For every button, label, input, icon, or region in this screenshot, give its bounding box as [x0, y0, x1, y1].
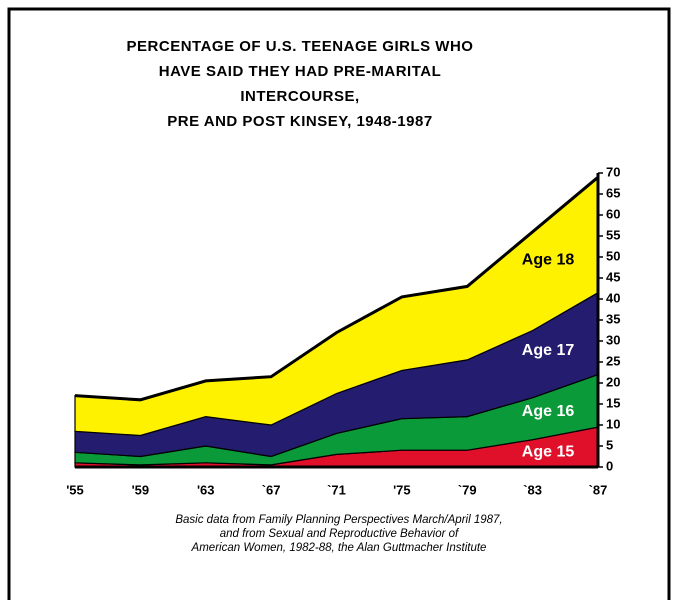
- source-note: and from Sexual and Reproductive Behavio…: [220, 528, 460, 540]
- y-tick-label: 5: [606, 437, 613, 452]
- x-tick-label: `67: [262, 482, 281, 497]
- x-tick-label: '55: [66, 482, 84, 497]
- y-tick-label: 60: [606, 206, 620, 221]
- y-tick-label: 65: [606, 185, 620, 200]
- x-tick-label: `71: [327, 482, 346, 497]
- area-outline: [74, 176, 599, 402]
- y-tick-label: 15: [606, 395, 620, 410]
- series-label: Age 15: [522, 443, 575, 460]
- frame: [7, 7, 671, 600]
- x-tick-label: '59: [132, 482, 150, 497]
- y-tick-label: 35: [606, 311, 620, 326]
- y-tick-label: 25: [606, 353, 620, 368]
- x-tick-label: '63: [197, 482, 215, 497]
- series-label: Age 17: [522, 342, 575, 359]
- y-tick-label: 0: [606, 458, 613, 473]
- y-tick-label: 55: [606, 227, 620, 242]
- y-tick-label: 40: [606, 290, 620, 305]
- y-tick-label: 10: [606, 416, 620, 431]
- chart-title: HAVE SAID THEY HAD PRE-MARITAL: [159, 63, 442, 80]
- source-note: American Women, 1982-88, the Alan Guttma…: [191, 542, 487, 554]
- series-label: Age 18: [522, 251, 575, 268]
- x-tick-label: '75: [393, 482, 411, 497]
- y-tick-label: 45: [606, 269, 620, 284]
- chart-title: PERCENTAGE OF U.S. TEENAGE GIRLS WHO: [127, 38, 474, 55]
- y-tick-label: 20: [606, 374, 620, 389]
- chart-title: PRE AND POST KINSEY, 1948-1987: [167, 113, 432, 130]
- y-tick-label: 30: [606, 332, 620, 347]
- x-tick-label: `87: [589, 482, 608, 497]
- x-tick-label: `79: [458, 482, 477, 497]
- x-tick-label: `83: [523, 482, 542, 497]
- y-tick-label: 70: [606, 164, 620, 179]
- source-note: Basic data from Family Planning Perspect…: [175, 514, 502, 526]
- y-tick-label: 50: [606, 248, 620, 263]
- chart-title: INTERCOURSE,: [240, 88, 359, 105]
- series-label: Age 16: [522, 403, 575, 420]
